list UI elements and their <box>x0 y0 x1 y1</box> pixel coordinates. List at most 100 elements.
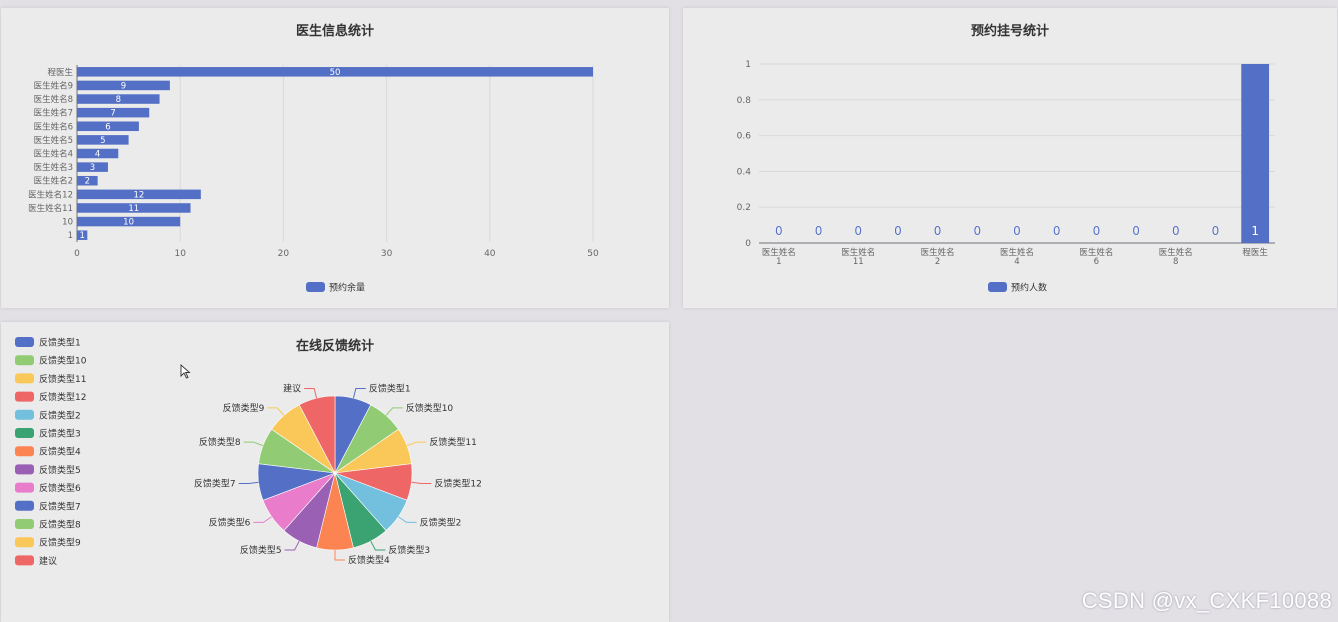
watermark: CSDN @vx_CXKF10088 <box>1081 588 1332 613</box>
bar-value-label-1: 10 <box>123 218 134 228</box>
bar-value-label-7: 5 <box>100 136 105 146</box>
x-tick-label-6-0: 程医生 <box>1242 247 1268 258</box>
pie-label-10: 反馈类型8 <box>199 436 241 448</box>
pie-label-line-7 <box>284 540 300 551</box>
pie-label-line-9 <box>238 481 259 484</box>
feedback-chart: 反馈类型1反馈类型10反馈类型11反馈类型12反馈类型2反馈类型3反馈类型4反馈… <box>15 337 482 567</box>
legend-label-11: 反馈类型9 <box>39 537 81 549</box>
legend-swatch-10 <box>15 519 34 529</box>
legend-label-0: 反馈类型1 <box>39 337 81 349</box>
y-tick-label-10: 医生姓名8 <box>34 94 73 105</box>
x-tick-label-0: 0 <box>74 249 80 259</box>
y-tick-label-0: 0 <box>745 239 751 249</box>
y-tick-label-8: 医生姓名6 <box>34 121 73 132</box>
x-tick-label-3-1: 4 <box>1014 257 1019 267</box>
bar-value-label-3: 12 <box>134 190 145 200</box>
appointment-panel: 预约挂号统计 0 0.2 0.4 0.6 0.8 1 0 0 0 0 0 0 0 0 0 0 0 0 1 医生姓名 1 医… <box>683 8 1337 308</box>
pie-label-8: 反馈类型6 <box>209 516 251 528</box>
x-tick-label-3: 30 <box>381 249 393 259</box>
bar-value-label-8: 0 <box>1093 224 1101 238</box>
y-tick-label-4: 0.8 <box>737 96 752 106</box>
bar-7 <box>77 135 129 145</box>
legend-label-9: 反馈类型7 <box>39 500 81 512</box>
pie-label-11: 反馈类型9 <box>223 402 265 414</box>
legend-swatch-9 <box>15 500 34 511</box>
legend-label-12: 建议 <box>39 555 57 567</box>
y-tick-label-4: 医生姓名2 <box>34 176 73 187</box>
bar-value-label-6: 0 <box>1013 224 1021 238</box>
legend-swatch-2 <box>15 373 34 384</box>
pie-label-4: 反馈类型2 <box>420 516 462 528</box>
pie-label-line-12 <box>304 388 318 399</box>
legend-label-5: 反馈类型3 <box>39 428 81 440</box>
pie-label-9: 反馈类型7 <box>194 477 236 489</box>
mouse-cursor-icon <box>180 364 191 379</box>
bar-value-label-1: 0 <box>815 224 823 238</box>
bar-value-label-9: 0 <box>1132 224 1140 238</box>
legend-swatch-4 <box>15 409 34 420</box>
feedback-title: 在线反馈统计 <box>295 339 374 354</box>
bar-value-label-12: 1 <box>1251 224 1259 238</box>
legend-swatch-8 <box>15 482 34 493</box>
doctor-info-panel: 医生信息统计 0 10 20 30 40 50 1 1 10 10 11 医生姓名11 12 医生姓名12… <box>1 8 669 308</box>
bar-value-label-4: 0 <box>934 224 942 238</box>
bar-value-label-6: 4 <box>95 150 100 160</box>
pie-label-line-8 <box>253 516 272 523</box>
x-tick-label-2-0: 医生姓名 <box>921 247 955 258</box>
bar-4 <box>77 175 98 186</box>
legend-label: 预约人数 <box>1011 282 1047 294</box>
y-tick-label-5: 医生姓名3 <box>34 162 73 173</box>
bar-8 <box>77 121 139 132</box>
bar-0 <box>77 230 88 240</box>
x-tick-label-1-1: 11 <box>853 257 864 267</box>
bar-value-label-5: 0 <box>973 224 981 238</box>
x-tick-label-4-1: 6 <box>1094 257 1099 267</box>
legend-swatch-12 <box>15 555 34 566</box>
x-tick-label-5: 50 <box>587 249 599 259</box>
feedback-panel: 在线反馈统计 反馈类型1 反馈类型10 反馈类型11 反馈类型12 反馈类型2 反馈类型3… <box>1 322 669 622</box>
y-tick-label-11: 医生姓名9 <box>34 80 73 91</box>
pie-label-line-4 <box>398 516 417 523</box>
legend-label-4: 反馈类型2 <box>39 409 81 421</box>
legend-swatch-6 <box>15 446 34 457</box>
pie-label-0: 反馈类型1 <box>369 383 411 395</box>
pie-label-line-1 <box>385 407 403 416</box>
bar-value-label-10: 8 <box>116 95 121 105</box>
legend-label-1: 反馈类型10 <box>39 355 87 367</box>
bar-value-label-5: 3 <box>90 163 95 173</box>
y-tick-label-12: 程医生 <box>47 67 73 78</box>
bar-11 <box>77 80 170 91</box>
pie-label-3: 反馈类型12 <box>434 477 481 489</box>
bar-value-label-2: 11 <box>128 204 139 214</box>
pie-label-line-10 <box>243 441 264 447</box>
legend-label: 预约余量 <box>329 282 365 294</box>
legend-label-7: 反馈类型5 <box>39 464 81 476</box>
pie-label-7: 反馈类型5 <box>240 544 282 556</box>
bar-value-label-4: 2 <box>85 177 90 187</box>
legend-label-6: 反馈类型4 <box>39 446 81 458</box>
pie-label-12: 建议 <box>283 383 301 395</box>
x-tick-label-3-0: 医生姓名 <box>1000 247 1034 258</box>
x-tick-label-4-0: 医生姓名 <box>1079 247 1113 258</box>
pie-label-line-3 <box>411 481 432 484</box>
bar-12 <box>1241 64 1270 243</box>
x-tick-label-2: 20 <box>278 249 290 259</box>
y-tick-label-0: 1 <box>68 231 73 241</box>
y-tick-label-1: 10 <box>62 218 73 228</box>
bar-value-label-12: 50 <box>330 68 341 78</box>
x-tick-label-5-1: 8 <box>1173 257 1178 267</box>
x-tick-label-4: 40 <box>484 249 496 259</box>
bar-6 <box>77 148 119 159</box>
bar-12 <box>77 67 593 77</box>
bar-value-label-0: 0 <box>775 224 783 238</box>
legend-swatch <box>988 282 1007 292</box>
bar-value-label-11: 0 <box>1212 224 1220 238</box>
y-tick-label-7: 医生姓名5 <box>34 135 73 146</box>
bar-3 <box>77 189 201 200</box>
pie-label-line-6 <box>334 550 345 561</box>
legend-label-10: 反馈类型8 <box>39 519 81 531</box>
pie-label-line-11 <box>267 407 285 416</box>
y-tick-label-2: 医生姓名11 <box>28 203 73 214</box>
legend-swatch-1 <box>15 355 34 366</box>
legend-label-8: 反馈类型6 <box>39 482 81 494</box>
